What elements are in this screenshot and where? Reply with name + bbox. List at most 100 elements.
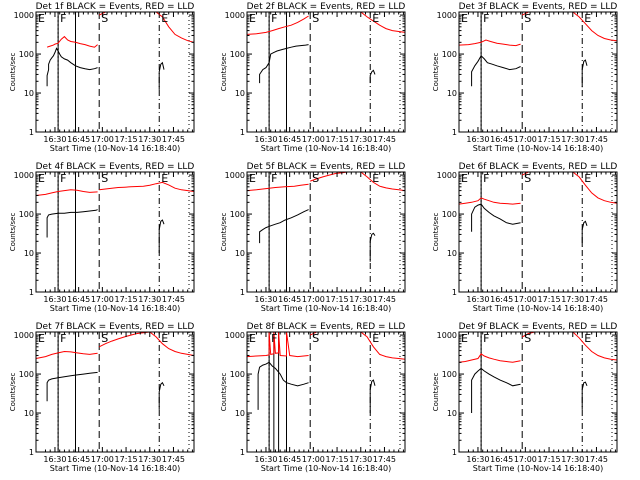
x-axis-label: Start Time (10-Nov-14 16:18:40) xyxy=(50,144,180,153)
lld-series-line xyxy=(246,331,309,358)
x-tick-label: 17:45 xyxy=(373,135,396,144)
x-axis-label: Start Time (10-Nov-14 16:18:40) xyxy=(50,304,180,313)
x-tick-label: 17:00 xyxy=(91,455,114,464)
events-series-line xyxy=(158,61,165,90)
marker-letter: S xyxy=(101,172,108,185)
lld-series-line xyxy=(246,15,309,35)
x-tick-label: 17:15 xyxy=(115,135,138,144)
events-series-line xyxy=(158,219,165,253)
events-series-line xyxy=(471,203,521,232)
marker-letter: S xyxy=(101,332,108,345)
x-axis-label: Start Time (10-Nov-14 16:18:40) xyxy=(473,304,603,313)
y-tick-label: 100 xyxy=(19,210,34,219)
events-series-line xyxy=(369,232,376,262)
x-tick-label: 16:45 xyxy=(278,295,301,304)
x-tick-label: 17:30 xyxy=(349,135,372,144)
x-tick-label: 17:45 xyxy=(585,455,608,464)
x-tick-label: 17:30 xyxy=(349,455,372,464)
x-tick-label: 17:00 xyxy=(91,135,114,144)
marker-letter: S xyxy=(312,172,319,185)
y-axis-label: Counts/sec xyxy=(432,373,440,412)
y-tick-label: 1000 xyxy=(437,331,457,340)
x-tick-label: 17:30 xyxy=(561,295,584,304)
lld-series-line xyxy=(521,171,618,204)
detector-panel: Det 7f BLACK = Events, RED = LLD 1 10 100 10… xyxy=(9,322,195,473)
x-tick-label: 16:45 xyxy=(67,455,90,464)
marker-letter: E xyxy=(38,172,45,185)
y-tick-label: 10 xyxy=(235,249,245,258)
events-series-line xyxy=(158,381,165,410)
x-tick-label: 16:30 xyxy=(254,455,277,464)
events-series-line xyxy=(259,209,309,244)
y-tick-label: 10 xyxy=(447,249,457,258)
y-tick-label: 10 xyxy=(235,409,245,418)
y-axis-label: Counts/sec xyxy=(9,53,17,92)
y-tick-label: 1000 xyxy=(14,331,34,340)
x-tick-label: 17:15 xyxy=(115,295,138,304)
y-axis-label: Counts/sec xyxy=(220,213,228,252)
events-series-line xyxy=(471,367,521,413)
x-tick-label: 17:00 xyxy=(514,135,537,144)
panel-title: Det 4f BLACK = Events, RED = LLD xyxy=(36,162,195,172)
x-tick-label: 17:30 xyxy=(138,135,161,144)
y-tick-label: 100 xyxy=(442,210,457,219)
events-series-line xyxy=(46,209,98,238)
lld-series-line xyxy=(521,331,618,361)
x-tick-label: 16:30 xyxy=(254,135,277,144)
marker-letter: S xyxy=(524,12,531,25)
x-tick-label: 17:15 xyxy=(538,295,561,304)
marker-letter: E xyxy=(38,332,45,345)
x-axis-label: Start Time (10-Nov-14 16:18:40) xyxy=(50,464,180,473)
y-tick-label: 1000 xyxy=(14,11,34,20)
x-tick-label: 16:45 xyxy=(490,295,513,304)
x-tick-label: 17:30 xyxy=(561,455,584,464)
events-series-line xyxy=(581,220,588,247)
plot-frame xyxy=(35,11,195,133)
x-tick-label: 17:30 xyxy=(138,455,161,464)
panel-title: Det 3f BLACK = Events, RED = LLD xyxy=(459,2,618,12)
panel-title: Det 9f BLACK = Events, RED = LLD xyxy=(459,322,618,332)
y-tick-label: 1 xyxy=(452,288,457,297)
detector-panel: Det 5f BLACK = Events, RED = LLD 1 10 100 10… xyxy=(220,162,406,313)
x-tick-label: 17:45 xyxy=(373,455,396,464)
marker-letter: F xyxy=(60,172,66,185)
x-tick-label: 17:45 xyxy=(162,295,185,304)
detector-panel: Det 1f BLACK = Events, RED = LLD 1 10 100 10… xyxy=(9,2,195,153)
y-tick-label: 10 xyxy=(447,409,457,418)
marker-letter: E xyxy=(461,332,468,345)
marker-letter: F xyxy=(271,172,277,185)
events-series-line xyxy=(471,54,521,87)
marker-letter: E xyxy=(161,172,168,185)
plot-frame xyxy=(246,11,406,133)
events-series-line xyxy=(257,361,309,410)
y-tick-label: 1000 xyxy=(437,171,457,180)
x-tick-label: 17:00 xyxy=(91,295,114,304)
x-tick-label: 17:45 xyxy=(585,295,608,304)
y-tick-label: 10 xyxy=(447,89,457,98)
lld-series-line xyxy=(310,11,406,33)
plot-frame xyxy=(246,171,406,293)
lld-series-line xyxy=(46,35,98,48)
x-tick-label: 17:30 xyxy=(561,135,584,144)
lld-series-line xyxy=(458,39,521,47)
marker-letter: E xyxy=(372,12,379,25)
detector-panel: Det 2f BLACK = Events, RED = LLD 1 10 100 10… xyxy=(220,2,406,153)
y-tick-label: 1000 xyxy=(225,331,245,340)
marker-letter: F xyxy=(483,332,489,345)
panel-title: Det 1f BLACK = Events, RED = LLD xyxy=(36,2,195,12)
x-tick-label: 17:00 xyxy=(302,455,325,464)
marker-letter: F xyxy=(483,172,489,185)
plot-frame xyxy=(35,331,195,453)
lld-series-line xyxy=(310,171,406,192)
y-tick-label: 1000 xyxy=(14,171,34,180)
marker-letter: E xyxy=(584,172,591,185)
x-tick-label: 17:15 xyxy=(326,295,349,304)
events-series-line xyxy=(259,44,309,84)
marker-letter: E xyxy=(372,172,379,185)
plot-frame xyxy=(458,171,618,293)
lld-series-line xyxy=(458,197,521,205)
events-series-line xyxy=(46,47,98,87)
y-tick-label: 1 xyxy=(240,128,245,137)
y-axis-label: Counts/sec xyxy=(432,53,440,92)
marker-letter: F xyxy=(271,12,277,25)
